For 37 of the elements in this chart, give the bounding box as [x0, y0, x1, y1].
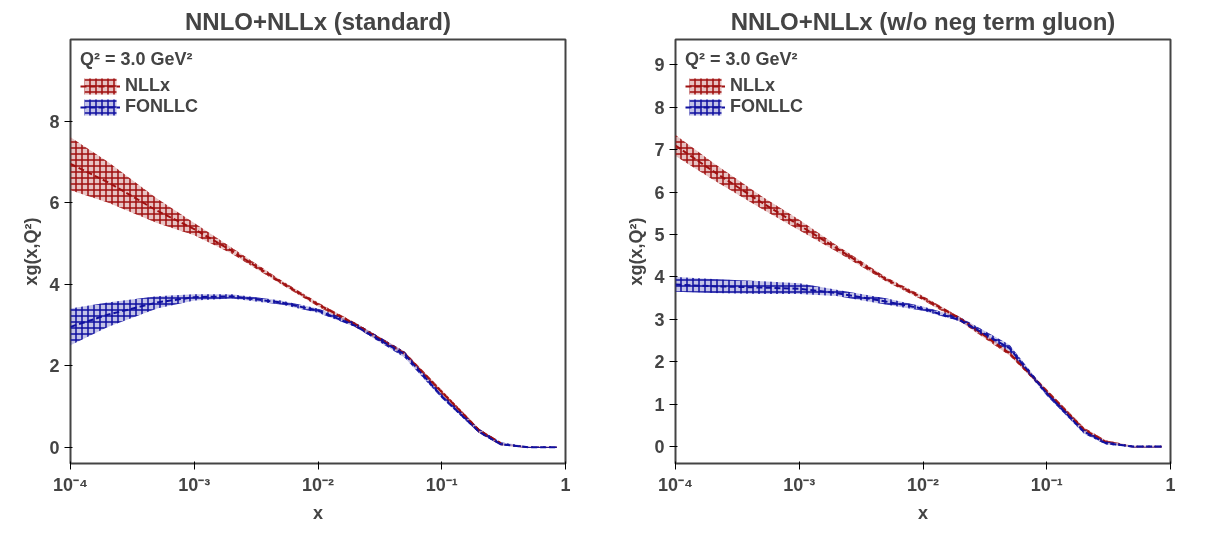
legend-label: FONLLC: [125, 96, 198, 117]
x-tick-label: 10⁻¹: [425, 474, 458, 495]
y-tick-label: 7: [654, 140, 665, 161]
x-tick-label: 10⁻²: [906, 474, 940, 495]
x-tick-label: 10⁻³: [783, 474, 816, 495]
legend-label: FONLLC: [730, 96, 803, 117]
x-tick-label: 10⁻³: [178, 474, 211, 495]
legend-label: NLLx: [730, 75, 775, 96]
y-tick-label: 2: [654, 352, 665, 373]
y-tick-label: 5: [654, 225, 665, 246]
y-tick-label: 0: [49, 437, 60, 458]
legend-title: Q² = 3.0 GeV²: [80, 49, 194, 70]
legend-label: NLLx: [125, 75, 170, 96]
y-tick-label: 4: [49, 274, 60, 295]
x-tick-label: 10⁻⁴: [53, 474, 88, 495]
x-tick-label: 1: [560, 474, 571, 495]
x-axis-title: x: [917, 502, 929, 523]
y-axis-title: xg(x,Q²): [626, 217, 647, 286]
y-tick-label: 8: [49, 111, 60, 132]
y-tick-label: 2: [49, 356, 60, 377]
y-tick-label: 3: [654, 309, 665, 330]
y-axis-title: xg(x,Q²): [21, 217, 42, 286]
y-tick-label: 9: [654, 55, 665, 76]
legend-title: Q² = 3.0 GeV²: [685, 49, 799, 70]
y-tick-label: 6: [49, 193, 60, 214]
x-tick-label: 10⁻¹: [1030, 474, 1063, 495]
y-tick-label: 4: [654, 267, 665, 288]
y-tick-label: 8: [654, 97, 665, 118]
y-tick-label: 1: [654, 394, 665, 415]
y-tick-label: 6: [654, 182, 665, 203]
x-tick-label: 1: [1165, 474, 1176, 495]
chart-title: NNLO+NLLx (standard): [184, 7, 452, 35]
chart-title: NNLO+NLLx (w/o neg term gluon): [730, 7, 1116, 35]
x-tick-label: 10⁻⁴: [658, 474, 693, 495]
x-tick-label: 10⁻²: [301, 474, 335, 495]
y-tick-label: 0: [654, 437, 665, 458]
x-axis-title: x: [312, 502, 324, 523]
